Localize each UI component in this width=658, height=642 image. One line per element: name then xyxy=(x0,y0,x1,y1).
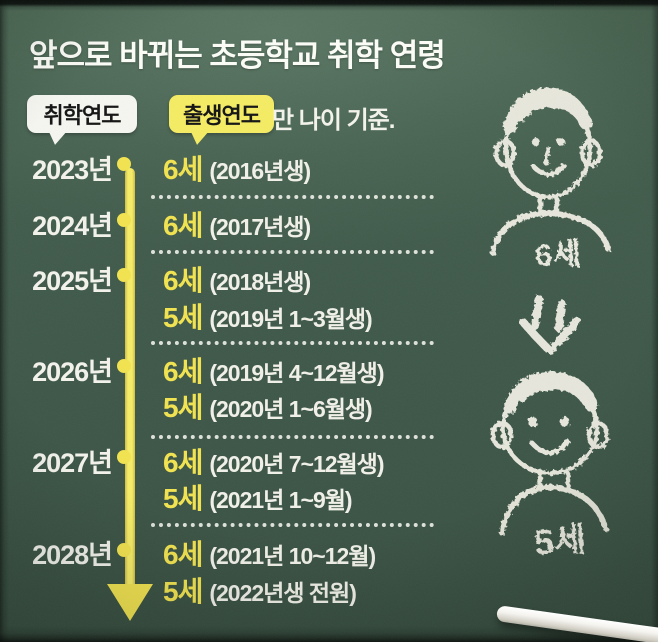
timeline-arrow-icon xyxy=(107,584,153,621)
birth-detail: (2016년생) xyxy=(209,158,311,184)
birth-detail: (2021년 10~12월) xyxy=(209,543,376,569)
enrollment-year-header: 취학연도 xyxy=(27,95,137,147)
transition-arrow-icon xyxy=(519,295,581,354)
birth-detail: (2018년생) xyxy=(209,269,311,295)
entry-line: 5세 (2019년 1~3월생) xyxy=(163,302,373,339)
entry-line: 6세 (2021년 10~12월) xyxy=(163,539,376,576)
entry-line: 6세 (2020년 7~12월생) xyxy=(163,447,385,484)
year-label: 2023년 xyxy=(32,155,113,185)
birth-year-header-label: 출생연도 xyxy=(183,103,261,128)
entry-line: 5세 (2020년 1~6월생) xyxy=(163,392,373,429)
row-separator xyxy=(151,341,434,345)
timeline-line xyxy=(125,168,135,586)
entry-line: 6세 (2017년생) xyxy=(163,210,311,247)
age-label: 5세 xyxy=(163,302,203,333)
row-separator xyxy=(151,250,434,254)
age-basis-note: 만 나이 기준. xyxy=(272,107,395,134)
older-child-age-label: 6세 xyxy=(534,236,582,273)
row-separator xyxy=(151,523,434,527)
age-label: 5세 xyxy=(163,483,203,514)
entry-line: 5세 (2022년생 전원) xyxy=(163,576,357,613)
year-label: 2028년 xyxy=(32,540,113,570)
birth-detail: (2021년 1~9월) xyxy=(209,487,352,513)
age-label: 6세 xyxy=(163,447,203,478)
age-label: 6세 xyxy=(163,265,203,296)
age-label: 5세 xyxy=(163,576,203,607)
enrollment-year-header-label: 취학연도 xyxy=(43,103,122,128)
speech-tail-icon xyxy=(188,129,208,147)
timeline-node xyxy=(117,157,131,171)
younger-child-age-label: 5세 xyxy=(533,520,587,563)
entry-line: 6세 (2019년 4~12월생) xyxy=(163,356,385,393)
age-label: 6세 xyxy=(163,356,203,387)
timeline-node xyxy=(117,213,131,227)
speech-tail-icon xyxy=(46,129,66,147)
year-label: 2025년 xyxy=(32,266,113,296)
birth-year-header: 출생연도 xyxy=(169,95,274,147)
timeline-node xyxy=(117,450,131,464)
birth-detail: (2019년 1~3월생) xyxy=(209,306,372,332)
younger-child-drawing: 5세 xyxy=(490,371,610,563)
year-label: 2026년 xyxy=(32,357,113,387)
age-label: 6세 xyxy=(163,210,203,241)
timeline-node xyxy=(117,268,131,282)
row-separator xyxy=(151,195,434,199)
birth-detail: (2022년생 전원) xyxy=(209,580,357,606)
birth-detail: (2020년 7~12월생) xyxy=(209,451,384,477)
age-label: 6세 xyxy=(163,539,203,570)
timeline-node xyxy=(117,543,131,557)
entry-line: 6세 (2016년생) xyxy=(163,154,311,191)
older-child-drawing: 6세 xyxy=(490,87,611,273)
year-label: 2024년 xyxy=(32,211,113,241)
chalk-illustrations: 6세 5세 xyxy=(490,87,611,563)
chalk-piece xyxy=(495,605,658,642)
row-separator xyxy=(151,435,434,439)
entry-line: 6세 (2018년생) xyxy=(163,265,311,302)
birth-detail: (2019년 4~12월생) xyxy=(209,360,384,386)
age-label: 5세 xyxy=(163,392,203,423)
entry-line: 5세 (2021년 1~9월) xyxy=(163,483,353,520)
birth-detail: (2017년생) xyxy=(209,214,311,240)
birth-detail: (2020년 1~6월생) xyxy=(209,396,372,422)
year-label: 2027년 xyxy=(32,448,113,478)
age-label: 6세 xyxy=(163,154,203,185)
page-title: 앞으로 바뀌는 초등학교 취학 연령 xyxy=(29,38,446,73)
timeline-node xyxy=(117,359,131,373)
